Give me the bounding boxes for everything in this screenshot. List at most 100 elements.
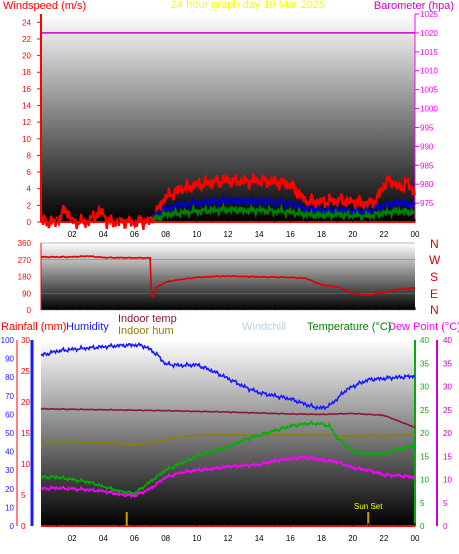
wind-series-wind-avg — [152, 193, 416, 221]
barometer-axis-label-1010: 1010 — [420, 67, 438, 76]
x-tick-label-00: 00 — [411, 534, 420, 543]
rain-axis-label-30: 30 — [5, 466, 14, 475]
wind-axis-label-10: 10 — [22, 135, 31, 144]
x-tick-label-02: 02 — [68, 230, 77, 239]
series-humidity — [40, 341, 416, 411]
temperature-axis-label-35: 35 — [420, 359, 429, 368]
temperature-axis-label-25: 25 — [420, 406, 429, 415]
humidity-axis-label-15: 15 — [21, 429, 30, 438]
x-tick-label-22: 22 — [379, 534, 388, 543]
x-tick-label-00: 00 — [411, 230, 420, 239]
x-tick-label-04: 04 — [99, 534, 108, 543]
x-tick-label-12: 12 — [224, 534, 233, 543]
wind-axis-label-16: 16 — [22, 85, 31, 94]
rain-axis-label-90: 90 — [5, 355, 14, 364]
wind-axis-label-22: 22 — [22, 35, 31, 44]
barometer-axis-label-1015: 1015 — [420, 48, 438, 57]
barometer-axis-label-1025: 1025 — [420, 10, 438, 19]
humidity-axis-label-25: 25 — [21, 367, 30, 376]
barometer-axis-label-1020: 1020 — [420, 29, 438, 38]
x-tick-label-16: 16 — [286, 230, 295, 239]
legend-humidity: Humidity — [66, 321, 109, 333]
wind-axis-label-20: 20 — [22, 52, 31, 61]
wind-panel-background — [41, 14, 415, 222]
x-tick-label-04: 04 — [99, 230, 108, 239]
rain-axis-label-0: 0 — [10, 522, 15, 531]
x-tick-label-20: 20 — [348, 230, 357, 239]
dewpoint-axis-label-5: 5 — [443, 499, 448, 508]
x-tick-label-08: 08 — [161, 230, 170, 239]
dewpoint-axis-label-25: 25 — [443, 406, 452, 415]
dewpoint-axis-label-20: 20 — [443, 429, 452, 438]
barometer-axis-label-985: 985 — [420, 161, 434, 170]
x-tick-label-18: 18 — [317, 230, 326, 239]
rain-axis-label-50: 50 — [5, 429, 14, 438]
legend-indoor-hum: Indoor hum — [118, 325, 174, 337]
rain-axis-label-60: 60 — [5, 410, 14, 419]
direction-axis-label-360: 360 — [18, 239, 32, 248]
wind-axis-label-2: 2 — [27, 201, 32, 210]
rain-axis-label-80: 80 — [5, 373, 14, 382]
temperature-axis-label-20: 20 — [420, 429, 429, 438]
barometer-axis-label-995: 995 — [420, 123, 434, 132]
compass-label-w: W — [429, 253, 441, 267]
x-tick-label-10: 10 — [192, 534, 201, 543]
series-indoor-temp — [40, 407, 416, 429]
wind-series-wind-min — [152, 202, 416, 224]
series-indoor-hum — [40, 433, 416, 446]
direction-series-line — [40, 254, 416, 298]
chart-title: 24 hour graph day 10 Mar 2025 — [171, 0, 325, 11]
barometer-axis-label-990: 990 — [420, 142, 434, 151]
wind-axis-label-14: 14 — [22, 102, 31, 111]
x-tick-label-02: 02 — [68, 534, 77, 543]
dewpoint-axis-label-40: 40 — [443, 336, 452, 345]
temperature-humidity-chart: 0102030405060708090100051015202530051015… — [1, 336, 453, 543]
temperature-axis-label-40: 40 — [420, 336, 429, 345]
direction-axis-label-180: 180 — [18, 273, 32, 282]
compass-label-s: S — [430, 270, 438, 284]
wind-axis-label-6: 6 — [27, 168, 32, 177]
humidity-axis-label-5: 5 — [21, 491, 26, 500]
barometer-axis-label-980: 980 — [420, 180, 434, 189]
x-tick-label-12: 12 — [224, 230, 233, 239]
direction-axis-label-270: 270 — [18, 256, 32, 265]
humidity-axis-label-30: 30 — [21, 336, 30, 345]
compass-label-n-bottom: N — [430, 303, 439, 317]
legend-indoor-temp: Indoor temp — [118, 313, 177, 325]
wind-axis-label-24: 24 — [22, 18, 31, 27]
wind-barometer-chart: 0246810121416182022249759809859909951000… — [22, 10, 438, 239]
dewpoint-axis-label-35: 35 — [443, 359, 452, 368]
x-tick-label-08: 08 — [161, 534, 170, 543]
wind-direction-chart: 0 90 180 270 360 — [18, 239, 416, 315]
temperature-panel-background — [41, 340, 415, 526]
direction-axis-label-0: 0 — [27, 306, 32, 315]
windspeed-axis-title: Windspeed (m/s) — [3, 0, 86, 12]
dewpoint-axis-label-10: 10 — [443, 476, 452, 485]
barometer-axis-label-1005: 1005 — [420, 86, 438, 95]
x-tick-label-20: 20 — [348, 534, 357, 543]
dewpoint-axis-label-15: 15 — [443, 452, 452, 461]
compass-labels: N W S E N — [429, 237, 441, 317]
legend-dew-point: Dew Point (°C) — [388, 321, 459, 333]
temperature-axis-label-30: 30 — [420, 383, 429, 392]
bottom-legend: Rainfall (mm) Humidity Indoor temp Indoo… — [1, 313, 459, 337]
rain-axis-label-100: 100 — [1, 336, 15, 345]
x-tick-label-14: 14 — [255, 534, 264, 543]
wind-axis-label-8: 8 — [27, 151, 32, 160]
humidity-axis-label-0: 0 — [21, 522, 26, 531]
x-tick-label-14: 14 — [255, 230, 264, 239]
direction-axis-label-90: 90 — [22, 289, 31, 298]
wind-series-wind-gust — [39, 172, 417, 230]
rain-axis-label-20: 20 — [5, 485, 14, 494]
temperature-axis-label-5: 5 — [420, 499, 425, 508]
x-tick-label-10: 10 — [192, 230, 201, 239]
temperature-axis-label-0: 0 — [420, 522, 425, 531]
series-temperature-c- — [40, 420, 416, 496]
x-tick-label-06: 06 — [130, 230, 139, 239]
humidity-axis-label-10: 10 — [21, 460, 30, 469]
wind-axis-label-0: 0 — [27, 218, 32, 227]
sunset-label: Sun Set — [354, 502, 383, 511]
rain-axis-label-10: 10 — [5, 503, 14, 512]
